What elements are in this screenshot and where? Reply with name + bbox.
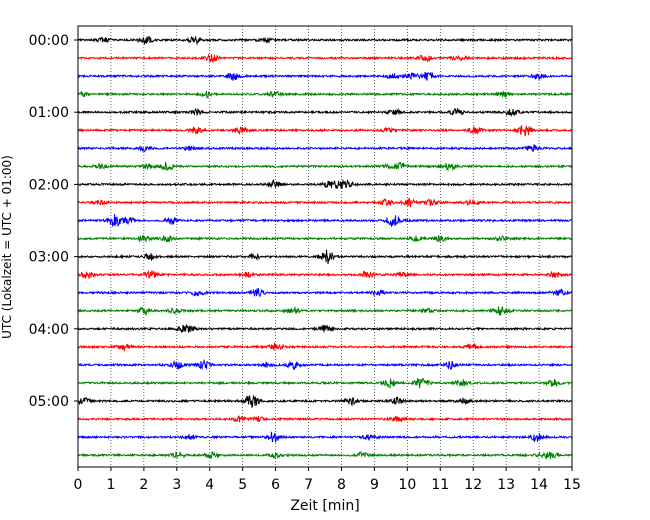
x-tick-label-13: 13: [497, 477, 515, 493]
x-tick-label-11: 11: [431, 477, 449, 493]
x-tick-label-10: 10: [398, 477, 416, 493]
trace-row-11: [77, 234, 573, 243]
trace-row-6: [77, 143, 573, 154]
x-tick-label-8: 8: [337, 477, 346, 493]
y-tick-label-0: 00:00: [29, 33, 69, 49]
x-tick-label-5: 5: [238, 477, 247, 493]
y-tick-label-1: 01:00: [29, 105, 69, 121]
trace-row-13: [77, 270, 572, 280]
x-tick-label-3: 3: [172, 477, 181, 493]
plot-background: [78, 26, 572, 467]
trace-row-20: [77, 395, 573, 409]
x-tick-label-15: 15: [563, 477, 581, 493]
trace-row-1: [77, 53, 573, 64]
x-axis-ticks: 0 1 2 3 4 5 6 7 8 9 10 11 12 13 14 15: [74, 467, 581, 493]
y-tick-label-2: 02:00: [29, 177, 69, 193]
trace-row-16: [77, 324, 573, 334]
trace-row-3: [77, 90, 573, 99]
trace-row-4: [77, 107, 573, 117]
y-tick-label-4: 04:00: [29, 322, 69, 338]
x-tick-label-14: 14: [530, 477, 548, 493]
trace-row-5: [77, 125, 573, 137]
y-tick-label-5: 05:00: [29, 394, 69, 410]
trace-row-8: [77, 178, 573, 189]
trace-row-2: [77, 71, 573, 81]
trace-row-15: [77, 305, 573, 316]
x-tick-label-9: 9: [370, 477, 379, 493]
y-axis-ticks: 00:00 01:00 02:00 03:00 04:00 05:00: [29, 33, 78, 410]
x-tick-label-2: 2: [139, 477, 148, 493]
x-axis-label: Zeit [min]: [290, 498, 359, 514]
plot-frame: [77, 25, 573, 468]
x-tick-label-4: 4: [205, 477, 214, 493]
y-tick-label-3: 03:00: [29, 250, 69, 266]
traces: [77, 35, 573, 460]
trace-row-21: [77, 415, 573, 423]
x-tick-label-6: 6: [271, 477, 280, 493]
x-tick-label-1: 1: [106, 477, 115, 493]
trace-row-7: [77, 161, 573, 172]
trace-row-22: [77, 431, 573, 443]
y-axis-label: UTC (Lokalzeit = UTC + 01:00): [0, 155, 14, 339]
x-tick-label-0: 0: [74, 477, 83, 493]
x-tick-label-12: 12: [464, 477, 482, 493]
trace-row-19: [77, 377, 573, 389]
trace-row-9: [77, 197, 573, 208]
trace-row-14: [77, 288, 573, 298]
trace-row-18: [77, 358, 573, 371]
trace-row-10: [77, 214, 573, 228]
x-tick-label-7: 7: [304, 477, 313, 493]
trace-row-12: [77, 249, 573, 265]
trace-row-17: [77, 342, 573, 352]
trace-row-23: [77, 450, 573, 460]
trace-row-0: [77, 35, 573, 46]
